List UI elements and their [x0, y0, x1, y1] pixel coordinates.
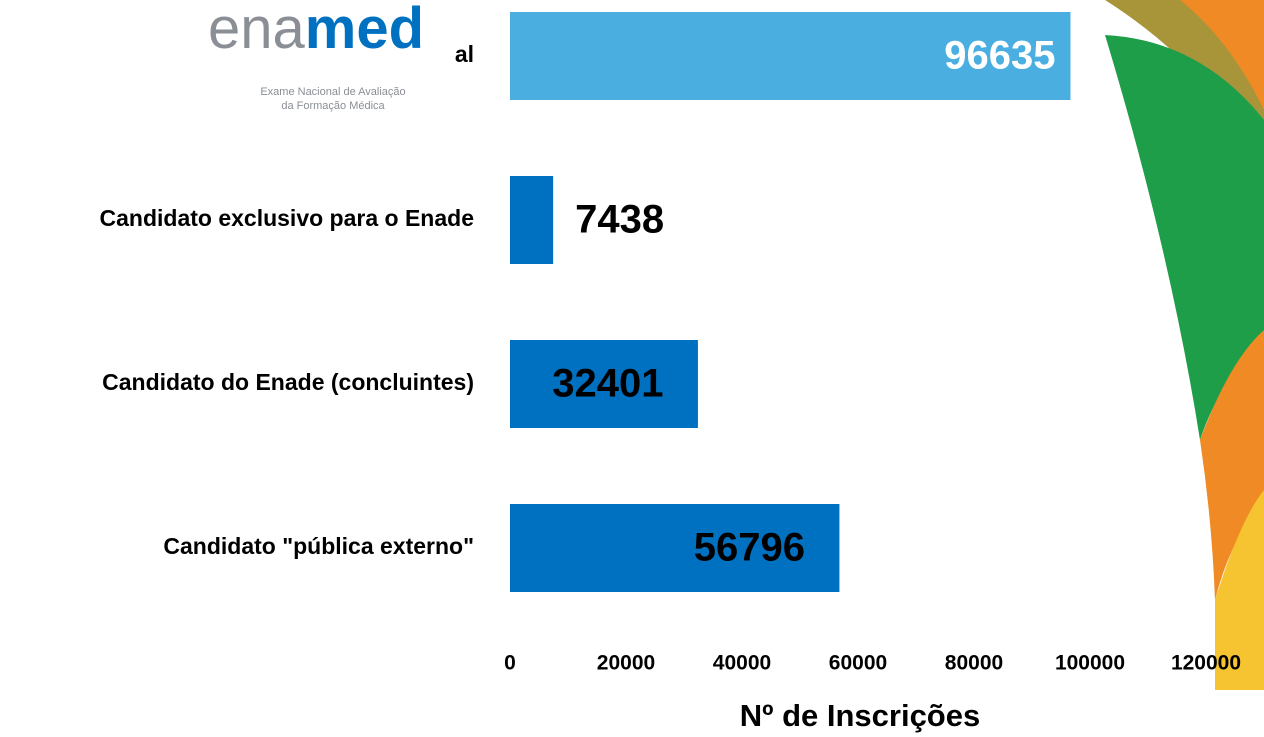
logo-part-a: ena	[208, 0, 306, 61]
y-tick-label: Candidato exclusivo para o Enade	[100, 205, 475, 231]
logo-tagline: Exame Nacional de Avaliação	[260, 86, 405, 98]
chart: Nº de Inscrições 0 20000 40000 60000 80000 10…	[0, 0, 1264, 737]
x-tick-label: 0	[504, 652, 516, 675]
x-tick-label: 40000	[713, 652, 771, 675]
value-label: 56796	[694, 526, 805, 570]
logo-tagline: da Formação Médica	[281, 100, 385, 112]
logo-text: enamed	[208, 0, 424, 61]
x-tick-label: 120000	[1171, 652, 1241, 675]
y-tick-label: Candidato do Enade (concluintes)	[102, 369, 474, 395]
x-tick-label: 80000	[945, 652, 1003, 675]
page: {"logo": {"part_a": "ena", "part_b": "me…	[0, 0, 1264, 737]
value-label: 7438	[575, 198, 664, 242]
y-tick-label: Candidato "pública externo"	[163, 533, 474, 559]
logo: enamed Exame Nacional de Avaliação da Fo…	[208, 0, 424, 112]
logo-part-b: med	[305, 0, 424, 61]
value-label: 32401	[552, 362, 663, 406]
x-tick-label: 100000	[1055, 652, 1125, 675]
decoration	[1105, 0, 1264, 690]
y-tick-label: al	[455, 41, 474, 67]
x-tick-label: 20000	[597, 652, 655, 675]
bar	[510, 176, 553, 264]
x-tick-label: 60000	[829, 652, 887, 675]
x-axis-title: Nº de Inscrições	[740, 698, 980, 733]
value-label: 96635	[944, 34, 1055, 78]
